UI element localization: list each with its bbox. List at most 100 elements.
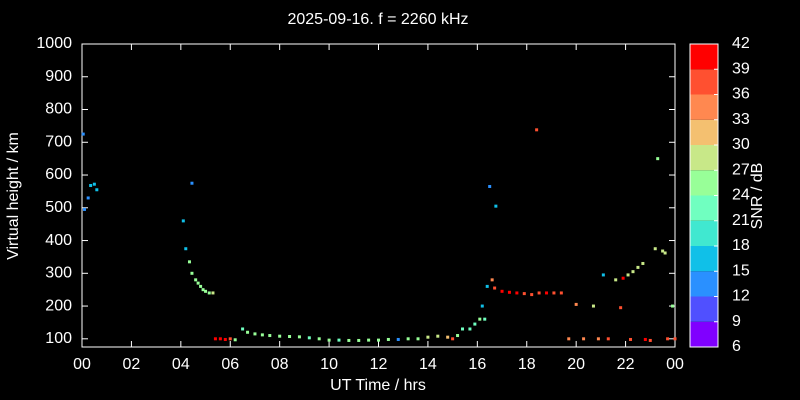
point [559,291,563,295]
point [494,204,498,208]
colorbar-swatch [690,119,718,145]
point [483,317,487,321]
colorbar-swatch [690,271,718,297]
x-tick-label: 00 [73,356,91,373]
point [347,338,351,342]
colorbar-tick-label: 39 [732,60,750,77]
point [253,332,257,336]
colorbar-tick-label: 33 [732,111,750,128]
point [666,337,670,341]
point [673,337,677,341]
point [451,337,455,341]
point [396,337,400,341]
point [582,337,586,341]
point [190,181,194,185]
y-tick-label: 700 [45,133,72,150]
point [545,291,549,295]
y-tick-label: 900 [45,68,72,85]
colorbar-tick-label: 42 [732,35,750,52]
point [619,306,623,310]
point [500,289,504,293]
point [601,273,605,277]
x-tick-label: 02 [123,356,141,373]
point [181,219,185,223]
point [614,278,618,282]
point [535,128,539,132]
colorbar-swatch [690,321,718,347]
point [567,337,571,341]
x-tick-label: 12 [370,356,388,373]
point [213,337,217,341]
colorbar-tick-label: 30 [732,136,750,153]
point [626,273,630,277]
point [606,337,610,341]
y-tick-label: 800 [45,101,72,118]
point [436,334,440,338]
point [574,302,578,306]
point [488,184,492,188]
y-tick-label: 100 [45,330,72,347]
colorbar-tick-label: 21 [732,212,750,229]
point [297,335,301,339]
point [278,334,282,338]
x-tick-label: 14 [419,356,437,373]
colorbar-tick-label: 6 [732,338,741,355]
point [515,291,519,295]
point [446,335,450,339]
point [656,157,660,161]
x-tick-label: 08 [271,356,289,373]
colorbar-swatch [690,220,718,246]
point [190,271,194,275]
point [629,337,633,341]
colorbar-swatch [690,145,718,171]
x-tick-label: 22 [617,356,635,373]
point [648,338,652,342]
colorbar-tick-label: 36 [732,86,750,103]
point [461,327,465,331]
point [416,337,420,341]
y-tick-label: 300 [45,265,72,282]
point [493,286,497,290]
point [204,289,208,293]
point [367,338,371,342]
point [530,293,534,297]
colorbar-swatch [690,94,718,120]
point [82,207,86,211]
plot-frame [81,43,676,348]
point [268,334,272,338]
point [211,291,215,295]
point [478,317,482,321]
point [456,334,460,338]
point [92,182,96,186]
point [507,290,511,294]
point [661,249,665,253]
point [223,337,227,341]
y-tick-label: 600 [45,166,72,183]
point [468,327,472,331]
y-tick-label: 500 [45,199,72,216]
point [426,335,430,339]
point [241,327,245,331]
point [95,188,99,192]
point [552,291,556,295]
colorbar-swatch [690,246,718,272]
point [621,276,625,280]
x-tick-label: 16 [468,356,486,373]
point [653,247,657,251]
point [490,278,494,282]
point [386,337,390,341]
point [473,322,477,326]
point [307,336,311,340]
x-tick-label: 10 [320,356,338,373]
colorbar-tick-label: 27 [732,161,750,178]
point [337,338,341,342]
point [537,291,541,295]
colorbar-tick-label: 15 [732,262,750,279]
point [480,304,484,308]
x-tick-label: 00 [666,356,684,373]
point [631,270,635,274]
point [246,330,250,334]
point [187,260,191,264]
